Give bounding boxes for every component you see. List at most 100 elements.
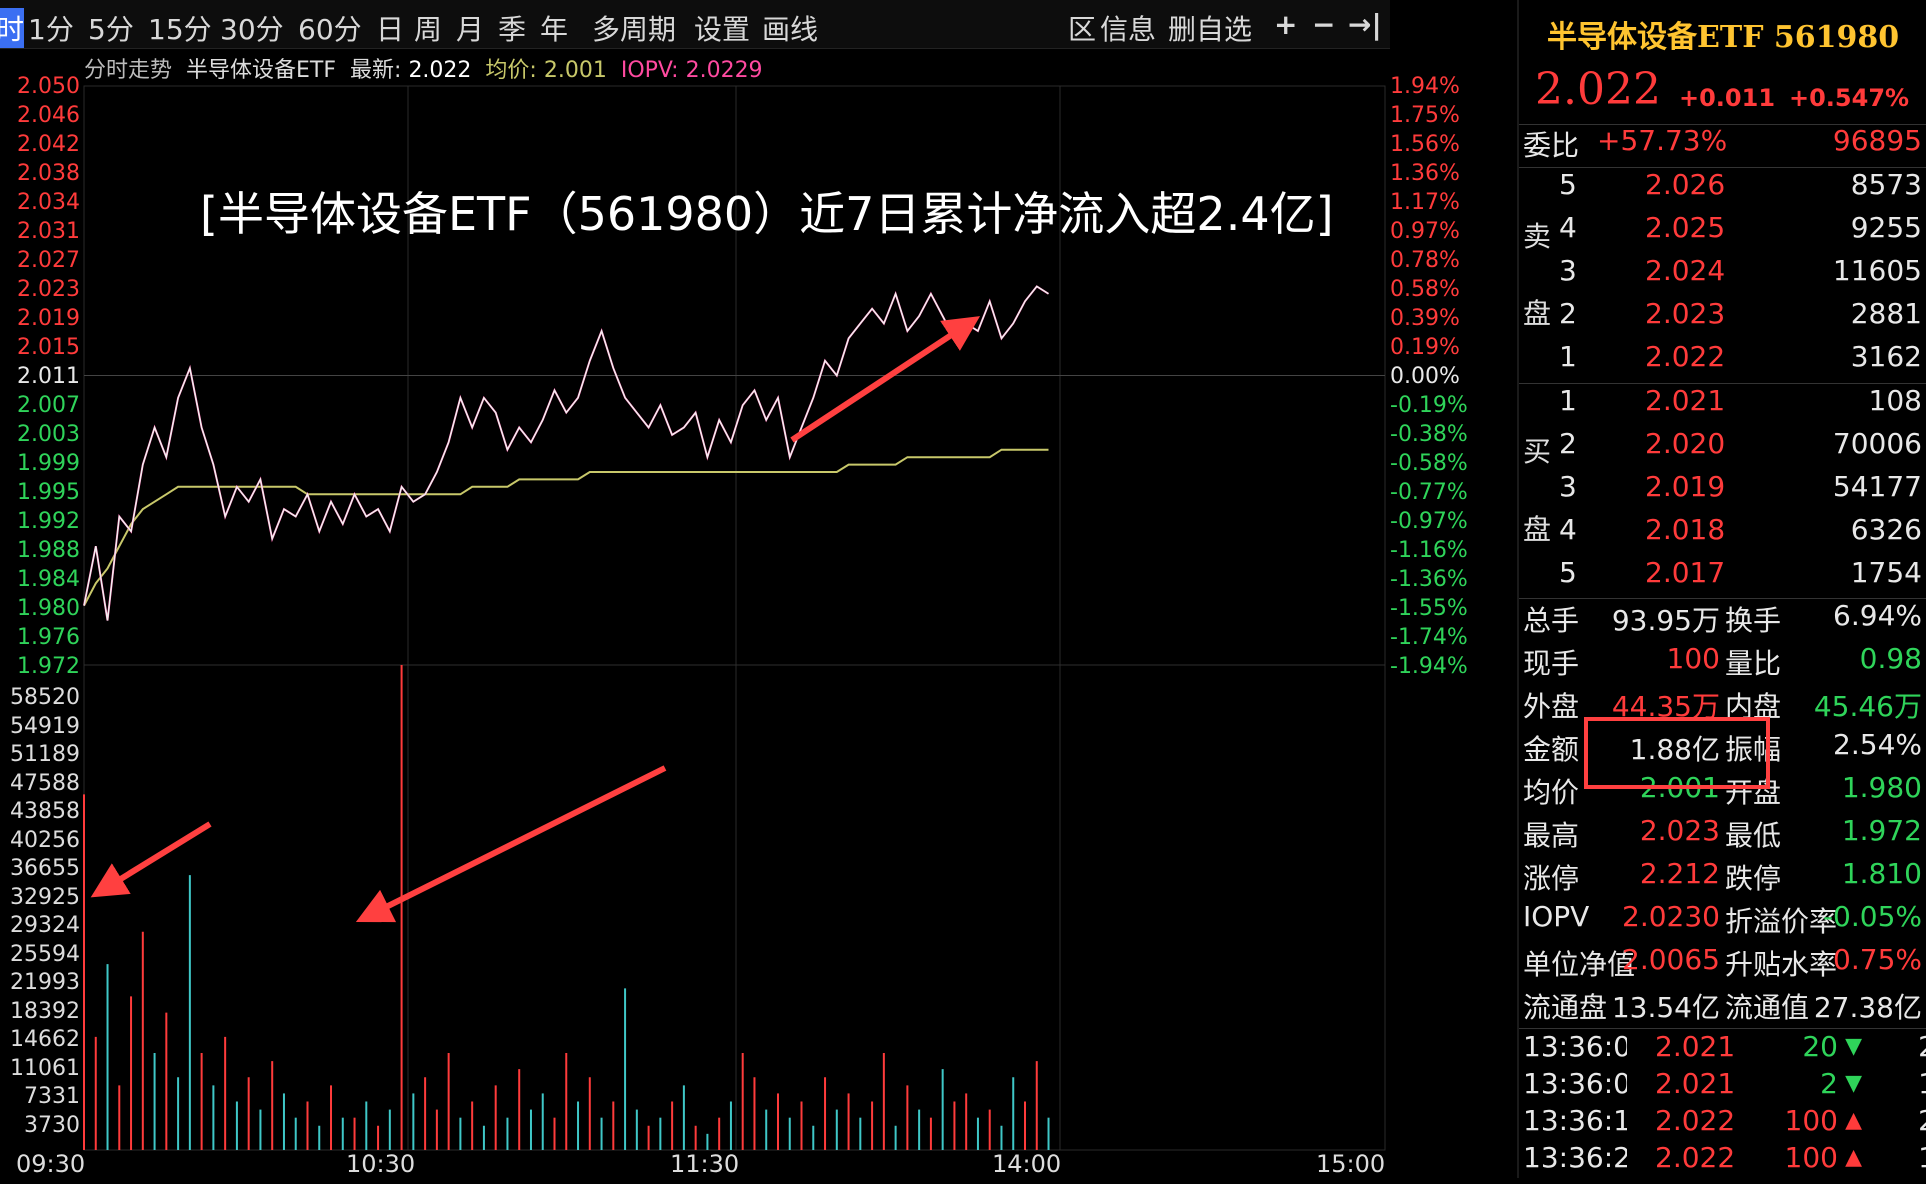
volume-axis-label: 43858 (10, 799, 80, 824)
pct-axis-label: 0.58% (1390, 277, 1460, 302)
tick-extra: 2 (1918, 1104, 1926, 1137)
tick-row: 13:36:21 2.022 100 1 (1519, 1141, 1926, 1184)
arrow-up-icon: ▲ (1845, 1145, 1862, 1170)
bid-row: 1 2.021 108 (1519, 384, 1926, 427)
volume-axis-label: 14662 (10, 1027, 80, 1052)
price-axis-label: 2.015 (17, 335, 80, 360)
zoom-out-button[interactable]: − (1312, 8, 1336, 41)
divider (1519, 383, 1926, 384)
price-line-shadow (83, 285, 1050, 621)
level-number: 3 (1559, 254, 1577, 287)
stat-label: 均价 (1523, 776, 1580, 809)
price-axis-label: 2.050 (17, 74, 80, 99)
stat-label: 外盘 (1523, 690, 1580, 723)
period-tab[interactable]: 15分 (148, 13, 212, 46)
time-axis-label: 09:30 (16, 1150, 86, 1178)
pct-axis-label: -1.16% (1390, 538, 1468, 563)
stat-label: 开盘 (1725, 776, 1782, 809)
toolbar-button[interactable]: 删自选 (1168, 13, 1253, 46)
bid-price: 2.019 (1645, 470, 1726, 503)
latest-value: 2.022 (408, 58, 472, 83)
divider (1519, 1028, 1926, 1029)
period-tab[interactable]: 年 (540, 13, 569, 46)
stat-label: 流通盘 (1523, 991, 1608, 1024)
bid-volume: 108 (1868, 384, 1922, 417)
bid-price: 2.017 (1645, 556, 1726, 589)
bid-row: 3 2.019 54177 (1519, 470, 1926, 513)
level-number: 4 (1559, 513, 1577, 546)
period-tab[interactable]: 月 (456, 13, 485, 46)
divider (1519, 124, 1926, 125)
tick-row: 13:36:09 2.021 2 1 (1519, 1067, 1926, 1110)
stat-value: 2.0230 (1622, 900, 1720, 933)
tick-extra: 2 (1918, 1030, 1926, 1063)
volume-axis-label: 51189 (10, 742, 80, 767)
divider (1519, 598, 1926, 599)
tick-volume: 20 (1802, 1030, 1838, 1063)
stat-value: 1.980 (1841, 771, 1922, 804)
period-tab[interactable]: 画线 (762, 13, 819, 46)
weibi-diff: 96895 (1832, 124, 1922, 157)
price-axis-label: 2.046 (17, 103, 80, 128)
level-number: 1 (1559, 340, 1577, 373)
avg-label: 均价: (485, 58, 537, 83)
period-tab[interactable]: 设置 (694, 13, 751, 46)
price-axis-label: 1.972 (17, 654, 80, 679)
stat-value: 1.88亿 (1629, 733, 1720, 766)
stat-row: 最高 2.023 最低 1.972 (1519, 814, 1926, 857)
price-line (83, 285, 1049, 621)
intraday-chart[interactable] (0, 0, 1517, 1178)
avg-price-line (83, 448, 1049, 607)
mode-label: 分时走势 (84, 58, 173, 83)
tick-time: 13:36:12 (1523, 1104, 1627, 1137)
stat-label: 最低 (1725, 819, 1782, 852)
ask-volume: 8573 (1850, 168, 1922, 201)
period-tab[interactable]: 60分 (298, 13, 362, 46)
ask-volume: 3162 (1850, 340, 1922, 373)
zoom-in-button[interactable]: + (1274, 8, 1298, 41)
stat-label: 量比 (1725, 647, 1782, 680)
period-tab[interactable]: 时 (0, 8, 25, 48)
period-toolbar: 时 1分 5分 15分 30分 60分日周月季年多周期 设置 画线 区信息 删自选 + − →| (0, 0, 1390, 49)
stat-label: 跌停 (1725, 862, 1782, 895)
jump-end-button[interactable]: →| (1348, 8, 1382, 41)
tick-extra: 1 (1918, 1141, 1926, 1174)
stat-value: 45.46万 (1813, 690, 1922, 723)
period-tab[interactable]: 1分 (28, 13, 74, 46)
stat-label: 升贴水率 (1725, 948, 1838, 981)
bid-volume: 54177 (1832, 470, 1922, 503)
toolbar-button[interactable]: 信息 (1100, 13, 1157, 46)
bid-price: 2.021 (1645, 384, 1726, 417)
toolbar-button[interactable]: 区 (1068, 13, 1097, 46)
period-tab[interactable]: 多周期 (592, 13, 677, 46)
stat-value: 0.98 (1859, 642, 1922, 675)
price-axis-label: 1.999 (17, 451, 80, 476)
stat-label: 振幅 (1725, 733, 1782, 766)
period-tab[interactable]: 5分 (88, 13, 134, 46)
level-number: 3 (1559, 470, 1577, 503)
sell-side-label: 盘 (1523, 297, 1552, 330)
buy-side-label: 盘 (1523, 513, 1552, 546)
weibi-row: 委比 +57.73% 96895 (1519, 124, 1926, 167)
tick-row: 13:36:06 2.021 20 2 (1519, 1030, 1926, 1073)
volume-axis-label: 7331 (24, 1084, 80, 1109)
weibi-value: +57.73% (1597, 124, 1728, 157)
stat-value: 1.810 (1841, 857, 1922, 890)
iopv-value: 2.0229 (685, 58, 763, 83)
stat-label: 现手 (1523, 647, 1580, 680)
period-tab[interactable]: 季 (498, 13, 527, 46)
pct-axis-label: -0.19% (1390, 393, 1468, 418)
period-tab[interactable]: 周 (414, 13, 443, 46)
tick-price: 2.022 (1655, 1141, 1736, 1174)
tick-time: 13:36:21 (1523, 1141, 1627, 1174)
pct-axis-label: -0.77% (1390, 480, 1468, 505)
period-tab[interactable]: 30分 (220, 13, 284, 46)
pct-axis-label: 0.19% (1390, 335, 1460, 360)
volume-axis-label: 21993 (10, 970, 80, 995)
arrow-up-icon: ▲ (1845, 1108, 1862, 1133)
time-axis-label: 10:30 (346, 1150, 416, 1178)
volume-axis-label: 18392 (10, 998, 80, 1024)
volume-axis-label: 25594 (10, 941, 80, 967)
period-tab[interactable]: 日 (376, 13, 405, 46)
annotation-headline: [半导体设备ETF（561980）近7日累计净流入超2.4亿] (200, 187, 1334, 241)
